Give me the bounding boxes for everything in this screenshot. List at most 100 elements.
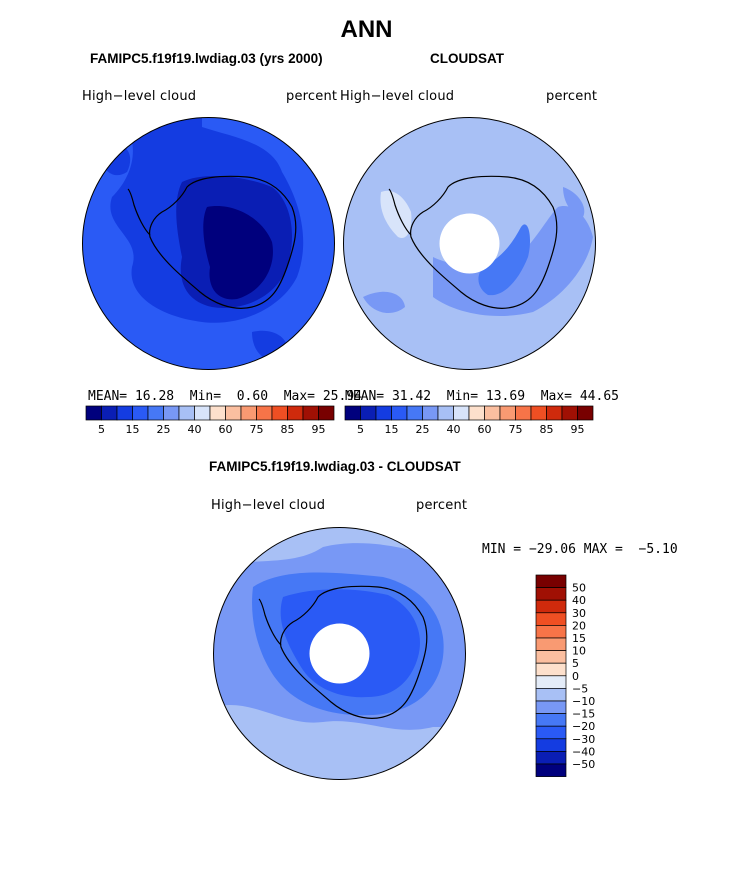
panel-1-mean-label: MEAN=: [88, 389, 128, 404]
colorbar-cloudsat-box: [515, 405, 532, 421]
colorbar-model-boxes: [85, 405, 335, 421]
colorbar-difference-box: [535, 700, 567, 714]
panel-2-units-label: percent: [546, 89, 598, 104]
colorbar-model-labels: 5 15 25 40 60 75 85 95: [98, 423, 326, 436]
panel-2-stats: MEAN= 31.42 Min= 13.69 Max= 44.65: [345, 389, 619, 404]
colorbar-cloudsat-tick-label: 95: [571, 423, 585, 436]
map-cloudsat-peninsula: [388, 188, 412, 236]
colorbar-cloudsat-box: [484, 405, 501, 421]
colorbar-model-box: [194, 405, 211, 421]
colorbar-cloudsat-box: [468, 405, 485, 421]
panel-2-mean-value: 31.42: [391, 389, 432, 404]
panel-1-mean-value: 16.28: [134, 389, 175, 404]
map-model-coastline: [149, 175, 297, 309]
panel-3-title: FAMIPC5.f19f19.lwdiag.03 - CLOUDSAT: [209, 459, 461, 474]
colorbar-cloudsat-tick-label: 60: [478, 423, 492, 436]
colorbar-model-box: [101, 405, 118, 421]
colorbar-difference-box: [535, 763, 567, 777]
map-cloudsat-patch-b: [563, 187, 585, 217]
panel-1-max-value: 25.94: [322, 389, 362, 404]
colorbar-difference-box: [535, 675, 567, 689]
colorbar-cloudsat-box: [499, 405, 516, 421]
colorbar-cloudsat-box: [453, 405, 470, 421]
colorbar-difference-box: [535, 574, 567, 588]
panel-3-units-label: percent: [416, 498, 468, 513]
colorbar-difference-box: [535, 725, 567, 740]
colorbar-difference-box: [535, 612, 567, 626]
colorbar-cloudsat-labels: 5 15 25 40 60 75 85 95: [357, 423, 585, 436]
map-cloudsat-contour-35: [478, 224, 531, 296]
map-model: [82, 117, 335, 370]
map-difference-polar-gap: [309, 623, 370, 684]
colorbar-cloudsat-box: [375, 405, 392, 421]
colorbar-difference-box: [535, 599, 567, 614]
colorbar-difference-tick-label: 40: [572, 594, 586, 607]
panel-1-field-label: High−level cloud: [82, 89, 197, 104]
colorbar-difference-tick-label: −5: [572, 682, 588, 695]
panel-3-field-label: High−level cloud: [211, 498, 326, 513]
colorbar-model-tick-label: 25: [157, 423, 171, 436]
colorbar-model-tick-label: 60: [219, 423, 233, 436]
colorbar-cloudsat-box: [391, 405, 408, 421]
colorbar-difference-tick-label: −15: [572, 708, 595, 721]
colorbar-model-box: [302, 405, 319, 421]
colorbar-model-box: [209, 405, 226, 421]
colorbar-cloudsat-tick-label: 75: [509, 423, 523, 436]
colorbar-model-box: [240, 405, 257, 421]
colorbar-difference-box: [535, 587, 567, 601]
colorbar-difference-tick-label: −50: [572, 758, 595, 771]
colorbar-difference-box: [535, 650, 567, 664]
colorbar-model-tick-label: 15: [126, 423, 140, 436]
colorbar-model-tick-label: 40: [188, 423, 202, 436]
map-difference-patch-a: [223, 602, 244, 624]
map-difference-boundary: [213, 527, 466, 780]
map-cloudsat-polar-gap: [439, 213, 500, 274]
colorbar-cloudsat-tick-label: 15: [385, 423, 399, 436]
colorbar-difference-tick-label: 30: [572, 607, 586, 620]
map-cloudsat-patch-a: [363, 291, 405, 313]
colorbar-cloudsat-tick-label: 5: [357, 423, 364, 436]
colorbar-model-box: [271, 405, 288, 421]
colorbar-model-box: [318, 405, 335, 421]
colorbar-model-box: [256, 405, 273, 421]
colorbar-difference-tick-label: 50: [572, 582, 586, 595]
colorbar-difference-box: [535, 625, 567, 639]
colorbar-cloudsat-box: [561, 405, 578, 421]
panel-2-max-value: 44.65: [579, 389, 619, 404]
colorbar-difference-box: [535, 637, 567, 651]
colorbar-difference-tick-label: 15: [572, 632, 586, 645]
panel-2-title: CLOUDSAT: [430, 51, 504, 66]
page-title: ANN: [340, 16, 393, 43]
colorbar-cloudsat-box: [406, 405, 423, 421]
colorbar-cloudsat-boxes: [344, 405, 594, 421]
colorbar-cloudsat-box: [344, 405, 361, 421]
map-model-peninsula: [127, 188, 151, 236]
colorbar-difference-tick-label: −40: [572, 745, 595, 758]
colorbar-cloudsat-box: [422, 405, 439, 421]
map-cloudsat-boundary: [343, 117, 596, 370]
colorbar-cloudsat-box: [360, 405, 377, 421]
colorbar-difference-tick-label: −20: [572, 720, 595, 733]
colorbar-difference-box: [535, 688, 567, 702]
colorbar-difference-tick-label: 0: [572, 670, 579, 683]
map-difference-contour-5: [213, 704, 466, 780]
colorbar-model-tick-label: 85: [281, 423, 295, 436]
colorbar-cloudsat-tick-label: 25: [416, 423, 430, 436]
colorbar-model-tick-label: 95: [312, 423, 326, 436]
colorbar-model-tick-label: 75: [250, 423, 264, 436]
panel-1-stats: MEAN= 16.28 Min= 0.60 Max= 25.94: [88, 389, 362, 404]
colorbar-difference-tick-label: −30: [572, 733, 595, 746]
panel-2-min-value: 13.69: [485, 389, 526, 404]
map-difference: [213, 527, 466, 780]
colorbar-cloudsat-box: [546, 405, 563, 421]
panel-1-units-label: percent: [286, 89, 338, 104]
panel-2-mean-label: MEAN=: [345, 389, 385, 404]
colorbar-difference-tick-label: 10: [572, 645, 586, 658]
colorbar-difference-tick-label: 5: [572, 657, 579, 670]
panel-2-max-label: Max=: [540, 389, 573, 404]
colorbar-model-box: [287, 405, 304, 421]
map-cloudsat: [343, 117, 596, 370]
colorbar-model-box: [116, 405, 133, 421]
